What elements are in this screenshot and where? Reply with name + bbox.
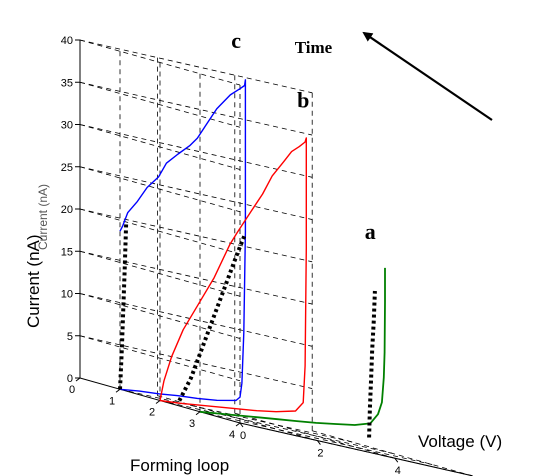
z-tick-label: 0 bbox=[67, 373, 73, 385]
axes: 0510152025303540012340246 bbox=[61, 35, 473, 476]
y-tick-mark bbox=[155, 400, 161, 404]
data-series bbox=[118, 79, 386, 438]
grid-line-z-side bbox=[79, 335, 241, 382]
fit-line-loop-3 bbox=[367, 290, 377, 438]
z-tick-label: 20 bbox=[61, 204, 73, 216]
grid-line-z-back bbox=[79, 124, 313, 178]
x-axis-line bbox=[239, 422, 473, 476]
y-tick-label: 4 bbox=[229, 429, 235, 441]
grid-line-z-back bbox=[79, 293, 313, 347]
y-axis-title: Forming loop bbox=[130, 456, 229, 475]
grid-line-z-back bbox=[79, 81, 313, 136]
x-axis-title: Voltage (V) bbox=[418, 432, 502, 451]
z-tick-label: 35 bbox=[61, 77, 73, 89]
annotation-b: b bbox=[297, 88, 309, 113]
grid bbox=[79, 39, 473, 476]
grid-line-z-back bbox=[79, 166, 313, 220]
grid-line-x-floor bbox=[234, 412, 395, 459]
z-tick-label: 10 bbox=[61, 289, 73, 301]
fit-line-loop-1 bbox=[118, 221, 129, 390]
y-tick-label: 0 bbox=[69, 384, 75, 396]
z-tick-label: 40 bbox=[61, 35, 73, 47]
z-axis-title: Current (nA) bbox=[24, 234, 43, 328]
grid-line-z-side bbox=[79, 81, 241, 128]
time-arrow bbox=[362, 31, 493, 121]
z-tick-label: 25 bbox=[61, 162, 73, 174]
y-tick-mark bbox=[195, 411, 201, 416]
z-tick-label: 5 bbox=[67, 331, 73, 343]
z-tick-label: 15 bbox=[61, 246, 73, 258]
grid-line-z-side bbox=[79, 208, 241, 255]
grid-line-x-floor bbox=[157, 395, 318, 441]
x-tick-mark bbox=[239, 422, 244, 428]
fit-line-loop-2 bbox=[177, 233, 247, 402]
y-tick-label: 2 bbox=[149, 407, 155, 419]
grid-line-y-floor bbox=[199, 411, 433, 465]
series-line-a bbox=[199, 267, 386, 426]
x-tick-label: 0 bbox=[240, 430, 246, 442]
series-line-c bbox=[119, 79, 247, 402]
grid-line-z-back bbox=[79, 208, 313, 263]
x-tick-mark bbox=[316, 440, 321, 445]
grid-line-z-back bbox=[79, 39, 313, 94]
y-tick-mark bbox=[115, 388, 121, 393]
y-tick-mark bbox=[235, 422, 241, 427]
z-axis-title-ghost: Current (nA) bbox=[36, 184, 50, 250]
grid-line-y-floor bbox=[159, 400, 393, 454]
annotations: c b a Time bbox=[231, 28, 493, 244]
y-tick-label: 1 bbox=[109, 395, 115, 407]
series-line-b bbox=[159, 137, 307, 413]
x-tick-label: 4 bbox=[395, 465, 401, 476]
x-tick-mark bbox=[394, 457, 399, 463]
y-tick-label: 3 bbox=[189, 418, 195, 430]
z-tick-label: 30 bbox=[61, 120, 73, 132]
annotation-time: Time bbox=[295, 38, 333, 57]
grid-line-z-back bbox=[79, 250, 313, 305]
annotation-a: a bbox=[365, 219, 376, 244]
y-tick-mark bbox=[75, 377, 81, 382]
x-tick-label: 2 bbox=[317, 448, 323, 460]
annotation-c: c bbox=[231, 28, 241, 53]
